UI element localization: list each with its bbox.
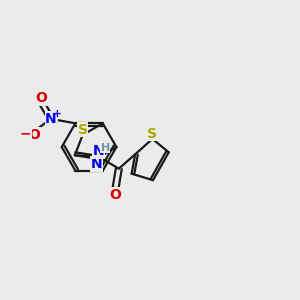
Text: N: N	[93, 144, 104, 158]
Text: O: O	[36, 92, 47, 105]
Text: −: −	[20, 127, 32, 141]
Text: S: S	[147, 127, 158, 141]
Text: O: O	[109, 188, 121, 202]
Text: S: S	[78, 123, 88, 136]
Text: H: H	[100, 143, 110, 153]
Text: +: +	[52, 109, 61, 118]
Text: O: O	[29, 128, 40, 142]
Text: N: N	[45, 112, 57, 126]
Text: N: N	[91, 157, 102, 171]
